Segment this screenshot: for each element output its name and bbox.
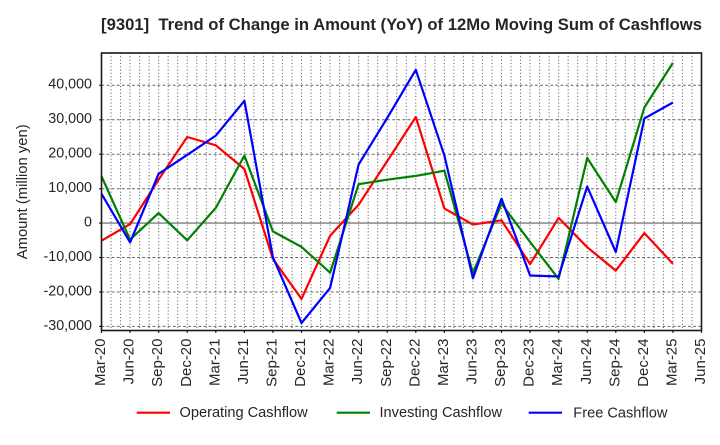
svg-text:Mar-23: Mar-23 <box>435 339 452 387</box>
svg-text:Sep-20: Sep-20 <box>149 339 166 387</box>
svg-text:-30,000: -30,000 <box>44 318 93 334</box>
svg-text:Jun-24: Jun-24 <box>578 339 595 385</box>
svg-text:Mar-21: Mar-21 <box>206 339 223 387</box>
svg-text:Jun-23: Jun-23 <box>464 339 481 385</box>
svg-text:[9301] Trend of Change in Amo: [9301] Trend of Change in Amount (YoY) o… <box>101 15 702 34</box>
svg-text:Operating Cashflow: Operating Cashflow <box>180 405 309 421</box>
svg-text:40,000: 40,000 <box>48 77 92 93</box>
svg-text:Jun-22: Jun-22 <box>349 339 366 385</box>
svg-text:Dec-23: Dec-23 <box>521 339 538 387</box>
svg-text:Sep-22: Sep-22 <box>378 339 395 387</box>
svg-text:0: 0 <box>84 215 92 231</box>
svg-text:Jun-20: Jun-20 <box>121 339 138 385</box>
svg-text:-10,000: -10,000 <box>44 249 93 265</box>
svg-text:Dec-22: Dec-22 <box>406 339 423 387</box>
svg-text:Dec-20: Dec-20 <box>178 339 195 387</box>
svg-text:20,000: 20,000 <box>48 146 92 162</box>
svg-text:Sep-21: Sep-21 <box>264 339 281 387</box>
svg-text:Mar-24: Mar-24 <box>549 339 566 387</box>
svg-text:Dec-24: Dec-24 <box>635 339 652 387</box>
svg-text:-20,000: -20,000 <box>44 283 93 299</box>
svg-text:Sep-23: Sep-23 <box>492 339 509 387</box>
svg-text:Free Cashflow: Free Cashflow <box>573 405 668 421</box>
svg-text:Mar-22: Mar-22 <box>321 339 338 387</box>
svg-text:Mar-20: Mar-20 <box>92 339 109 387</box>
svg-text:30,000: 30,000 <box>48 111 92 127</box>
svg-text:Jun-25: Jun-25 <box>692 339 709 385</box>
svg-text:Mar-25: Mar-25 <box>664 339 681 387</box>
svg-text:Investing Cashflow: Investing Cashflow <box>380 405 503 421</box>
svg-text:Sep-24: Sep-24 <box>606 339 623 387</box>
svg-text:Amount (million yen): Amount (million yen) <box>15 124 31 259</box>
svg-text:Jun-21: Jun-21 <box>235 339 252 385</box>
svg-text:Dec-21: Dec-21 <box>292 339 309 387</box>
svg-text:10,000: 10,000 <box>48 180 92 196</box>
